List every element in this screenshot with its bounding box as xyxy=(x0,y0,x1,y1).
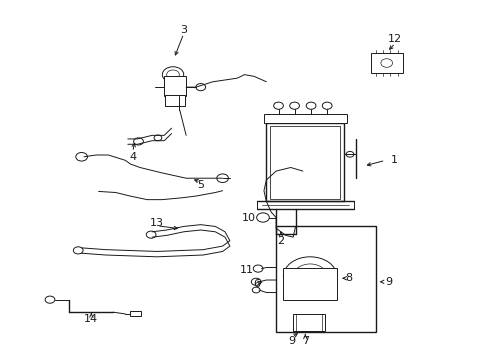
Text: 10: 10 xyxy=(241,212,255,222)
Bar xyxy=(130,311,141,316)
Bar xyxy=(164,76,186,96)
Bar xyxy=(370,53,402,73)
Text: 5: 5 xyxy=(197,180,204,190)
Bar xyxy=(264,114,346,123)
Bar xyxy=(270,126,340,199)
Text: 13: 13 xyxy=(150,218,163,228)
Text: 8: 8 xyxy=(345,273,352,283)
Text: 9: 9 xyxy=(385,277,392,287)
Bar xyxy=(283,267,336,300)
Text: 7: 7 xyxy=(301,337,308,346)
Bar xyxy=(292,314,324,331)
Text: 14: 14 xyxy=(84,314,98,324)
Text: 6: 6 xyxy=(253,279,260,289)
Text: 12: 12 xyxy=(387,34,402,44)
Text: 9: 9 xyxy=(288,337,295,346)
Bar xyxy=(266,123,344,202)
Text: 2: 2 xyxy=(277,236,284,246)
Text: 3: 3 xyxy=(180,25,187,35)
Bar xyxy=(165,95,185,106)
Text: 1: 1 xyxy=(389,156,397,165)
Text: 11: 11 xyxy=(240,265,254,275)
Bar xyxy=(276,226,375,332)
Text: 4: 4 xyxy=(129,152,136,162)
